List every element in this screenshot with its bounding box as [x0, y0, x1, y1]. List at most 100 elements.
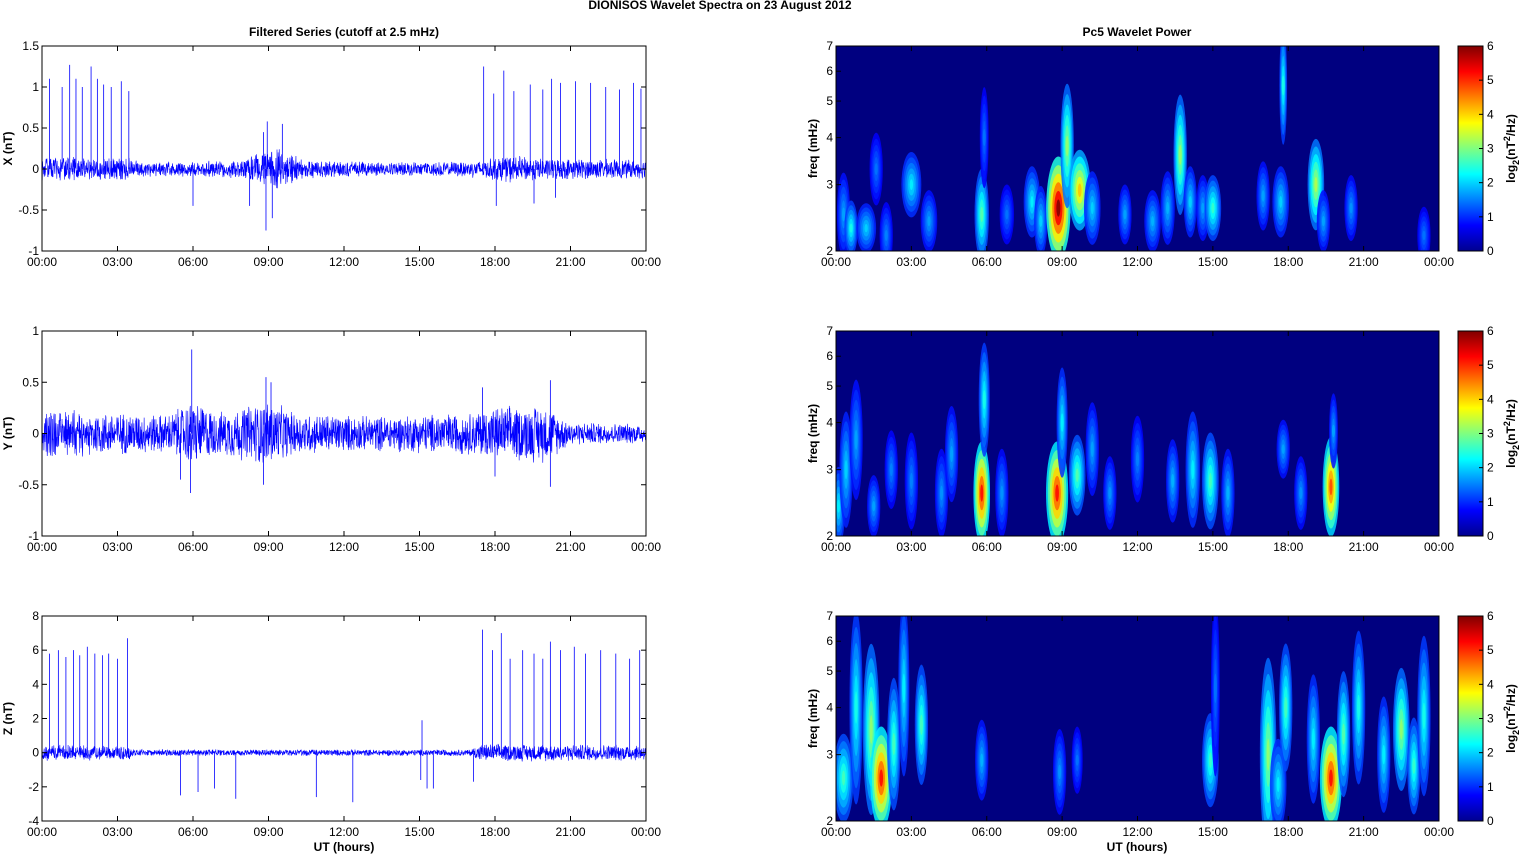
x-tick-label: 00:00 — [631, 255, 661, 269]
power-blob — [1357, 694, 1361, 721]
colorbar-label-part: 2 — [1511, 445, 1521, 450]
colorbar-tick-label: 6 — [1487, 324, 1494, 338]
y-tick-label: 4 — [826, 701, 833, 715]
power-blob — [982, 390, 986, 410]
power-blob — [1000, 485, 1004, 501]
power-blob — [1213, 673, 1217, 704]
power-blob — [980, 753, 984, 767]
line-panel-2: -4 -2 0 2 4 6 8 00:00 03:00 06:00 09:00 12:00 15:00 1… — [1, 609, 661, 839]
x-tick-label: 12:00 — [1122, 255, 1152, 269]
x-tick-label: 18:00 — [1273, 825, 1303, 839]
x-tick-label: 03:00 — [896, 255, 926, 269]
x-tick-label: 00:00 — [821, 255, 851, 269]
power-blob — [1281, 75, 1285, 96]
colorbar-tick-label: 5 — [1487, 643, 1494, 657]
y-tick-label: 2 — [826, 244, 833, 258]
x-tick-label: 12:00 — [1122, 825, 1152, 839]
power-blob — [1090, 201, 1094, 215]
x-tick-label: 15:00 — [1198, 825, 1228, 839]
power-blob — [940, 485, 944, 501]
colorbar-label-part: log — [1504, 735, 1518, 753]
y-tick-label: 6 — [826, 349, 833, 363]
power-blob — [872, 501, 876, 512]
colorbar-tick-label: 6 — [1487, 609, 1494, 623]
y-tick-label: -2 — [28, 780, 39, 794]
suptitle: DIONISOS Wavelet Spectra on 23 August 20… — [588, 0, 852, 12]
power-blob — [950, 446, 954, 463]
power-blob — [874, 163, 878, 176]
line-plot-area — [42, 616, 646, 821]
power-blob — [1261, 190, 1265, 202]
power-blob — [1055, 484, 1059, 502]
y-axis-label: Z (nT) — [1, 702, 15, 735]
power-blob — [841, 770, 846, 786]
noise-trace — [41, 743, 647, 762]
power-blob — [1075, 468, 1079, 482]
power-blob — [1136, 451, 1139, 467]
y-tick-label: 0.5 — [22, 375, 39, 389]
colorbar-tick-label: 1 — [1487, 210, 1494, 224]
x-tick-label: 09:00 — [253, 255, 283, 269]
x-tick-label: 00:00 — [631, 540, 661, 554]
colorbar-tick-label: 1 — [1487, 495, 1494, 509]
x-tick-label: 00:00 — [27, 825, 57, 839]
colorbar-label-part: log — [1504, 450, 1518, 468]
colorbar-tick-label: 2 — [1487, 461, 1494, 475]
power-blob — [1281, 444, 1285, 455]
power-blob — [1151, 216, 1155, 227]
heatmap-panel-3: 2 3 4 5 6 7 00:00 03:00 06:00 09:00 12:00 15:00 18:0… — [806, 39, 1521, 269]
colorbar-tick-label: 4 — [1487, 107, 1494, 121]
x-tick-label: 15:00 — [404, 825, 434, 839]
power-blob — [1039, 215, 1043, 228]
power-blob — [1321, 216, 1325, 227]
colorbar-label-part: (nT — [1504, 141, 1518, 160]
power-blob — [909, 472, 913, 490]
y-tick-label: -4 — [28, 814, 39, 828]
y-tick-label: 2 — [32, 712, 39, 726]
power-blob — [884, 229, 888, 241]
power-blob — [1108, 486, 1112, 500]
x-tick-label: 18:00 — [480, 255, 510, 269]
x-tick-label: 00:00 — [27, 540, 57, 554]
colorbar-tick-label: 4 — [1487, 392, 1494, 406]
colorbar-label: log2(nT2/Hz) — [1502, 399, 1521, 468]
x-tick-label: 21:00 — [555, 255, 585, 269]
y-tick-label: 3 — [826, 463, 833, 477]
x-tick-label: 21:00 — [1349, 825, 1379, 839]
x-tick-label: 12:00 — [1122, 540, 1152, 554]
power-blob — [844, 459, 848, 480]
power-blob — [919, 714, 923, 735]
y-tick-label: 5 — [826, 379, 833, 393]
colorbar-label-part: 2 — [1502, 421, 1512, 426]
y-axis-label: freq (mHz) — [806, 404, 820, 463]
y-tick-label: 3 — [826, 178, 833, 192]
power-blob — [1166, 201, 1170, 215]
y-tick-label: 6 — [826, 634, 833, 648]
heatmap-blobs — [836, 46, 1431, 251]
power-blob — [892, 733, 896, 756]
y-tick-label: 4 — [32, 677, 39, 691]
power-blob — [1075, 754, 1079, 766]
colorbar-tick-label: 3 — [1487, 427, 1494, 441]
power-blob — [980, 206, 984, 223]
power-blob — [1065, 135, 1069, 157]
power-blob — [1191, 459, 1195, 480]
y-tick-label: 1 — [32, 80, 39, 94]
colorbar-tick-label: 2 — [1487, 176, 1494, 190]
noise-trace — [41, 404, 647, 463]
colorbar-gradient — [1457, 330, 1484, 537]
colorbar-label-part: 2 — [1502, 706, 1512, 711]
x-tick-label: 15:00 — [404, 255, 434, 269]
x-tick-label: 00:00 — [821, 825, 851, 839]
colorbar-gradient — [1457, 615, 1484, 822]
x-tick-label: 06:00 — [972, 255, 1002, 269]
x-tick-label: 09:00 — [253, 540, 283, 554]
power-blob — [1188, 195, 1192, 208]
x-tick-label: 21:00 — [1349, 255, 1379, 269]
x-tick-label: 21:00 — [555, 825, 585, 839]
x-tick-label: 00:00 — [821, 540, 851, 554]
x-tick-label: 18:00 — [1273, 540, 1303, 554]
y-axis-label: Y (nT) — [1, 417, 15, 451]
